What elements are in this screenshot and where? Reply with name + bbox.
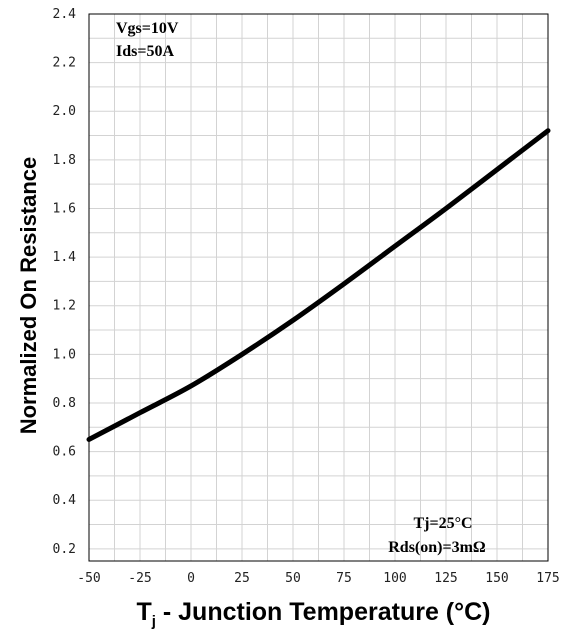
x-tick-label: 0 [187,571,195,586]
annotation-ids: Ids=50A [116,43,174,60]
y-tick-label: 0.4 [53,493,77,508]
x-tick-label: 25 [234,571,250,586]
x-tick-label: 50 [285,571,301,586]
y-tick-label: 0.6 [53,445,76,460]
x-tick-label: -50 [77,571,100,586]
series-line [86,128,551,442]
y-tick-label: 2.4 [53,7,77,22]
x-axis-title: Tj - Junction Temperature (°C) [136,598,490,630]
x-tick-label: 125 [434,571,457,586]
x-axis-title-main: T [136,598,151,626]
x-tick-label: -25 [128,571,151,586]
y-tick-label: 1.0 [53,347,76,362]
series-layer [86,128,551,442]
x-tick-label: 100 [383,571,406,586]
y-tick-label: 2.0 [53,104,76,119]
y-tick-label: 1.8 [53,153,76,168]
annotation-vgs: Vgs=10V [116,20,179,37]
x-tick-label: 150 [485,571,508,586]
y-tick-label: 0.2 [53,542,76,557]
x-tick-label: 175 [536,571,559,586]
y-tick-label: 0.8 [53,396,76,411]
grid [89,14,548,561]
y-tick-label: 2.2 [53,56,76,71]
plot-frame [88,13,549,562]
y-tick-label: 1.4 [53,250,77,265]
y-axis-title: Normalized On Resistance [16,157,41,435]
y-tick-label: 1.6 [53,201,76,216]
x-tick-labels: -50 -25 0 25 50 75 100 125 150 175 [77,571,559,586]
annotation-tj: Tj=25°C [413,515,472,532]
x-axis-title-rest: - Junction Temperature (°C) [156,598,491,626]
x-axis-title-subscript: j [151,613,156,630]
y-tick-label: 1.2 [53,299,76,314]
y-tick-labels: 0.2 0.4 0.6 0.8 1.0 1.2 1.4 1.6 1.8 2.0 2.2 2.4 [53,7,77,557]
annotation-rds-on: Rds(on)=3mΩ [388,539,486,556]
x-tick-label: 75 [336,571,352,586]
